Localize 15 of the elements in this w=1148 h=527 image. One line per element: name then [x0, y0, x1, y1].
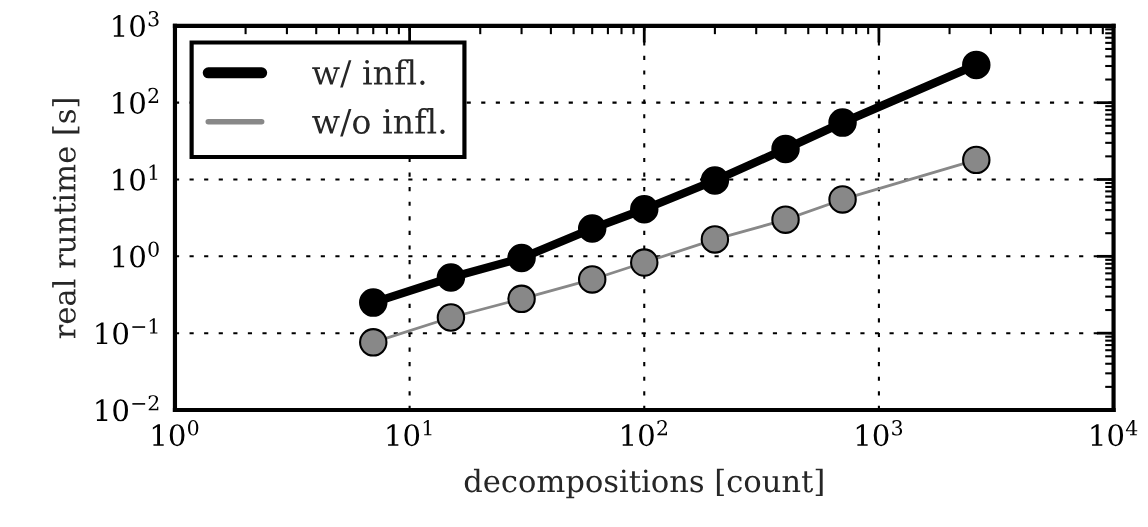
x-tick-label: 10$^{1}$: [387, 420, 432, 447]
y-tick-label: 10$^{0}$: [113, 241, 159, 268]
legend-label: w/ infl.: [312, 59, 425, 88]
x-axis-title: decompositions [count]: [464, 468, 823, 499]
x-tick-label: 10$^{3}$: [856, 420, 903, 447]
y-tick-label: 10$^{−1}$: [96, 318, 158, 345]
x-tick-label: 10$^{0}$: [152, 420, 199, 447]
legend-label: w/o infl.: [312, 108, 445, 137]
y-tick-label: 10$^{1}$: [113, 164, 158, 191]
x-tick-label: 10$^{2}$: [622, 420, 667, 447]
x-tick-label: 10$^{4}$: [1091, 420, 1138, 447]
y-axis-title: real runtime [s]: [52, 99, 80, 339]
y-tick-label: 10$^{3}$: [113, 10, 159, 38]
y-tick-label: 10$^{−2}$: [96, 395, 159, 422]
y-tick-label: 10$^{2}$: [113, 87, 159, 114]
